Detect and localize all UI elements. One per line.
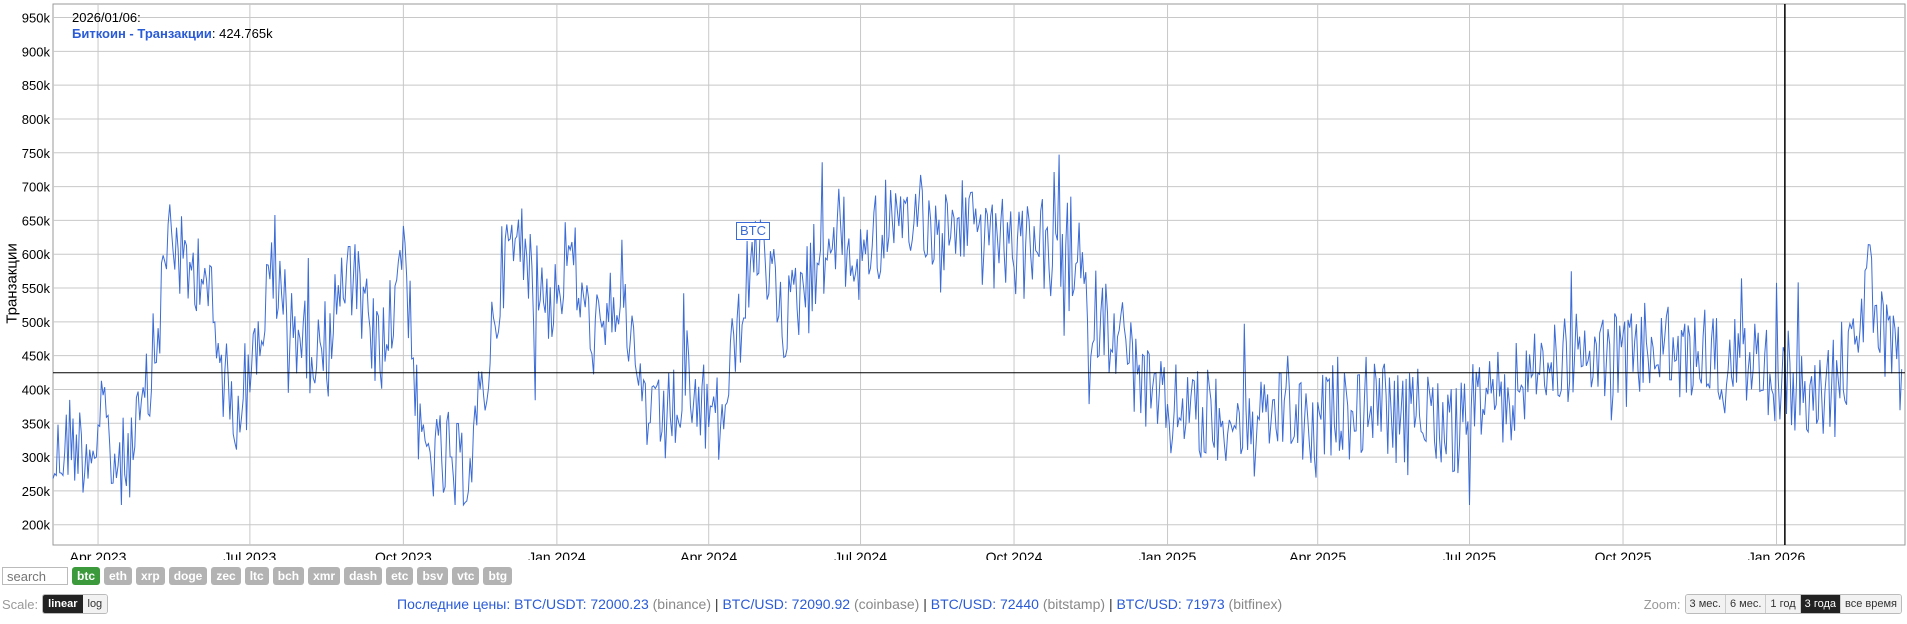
y-tick-label: 450k	[22, 349, 51, 364]
x-tick-label: Jan 2024	[528, 549, 586, 560]
y-tick-label: 250k	[22, 484, 51, 499]
btc-marker[interactable]: BTC	[736, 222, 770, 240]
y-tick-label: 850k	[22, 78, 51, 93]
y-tick-label: 600k	[22, 247, 51, 262]
series-line	[52, 154, 1903, 507]
y-tick-label: 700k	[22, 180, 51, 195]
price-binance-pair[interactable]: BTC/USDT: 72000.23	[514, 596, 649, 612]
scale-log-button[interactable]: log	[82, 595, 108, 613]
coin-bar: btcethxrpdogezecltcbchxmrdashetcbsvvtcbt…	[2, 567, 513, 585]
coin-button-zec[interactable]: zec	[211, 567, 241, 585]
zoom-button-3[interactable]: 3 года	[1799, 595, 1840, 613]
coin-button-xmr[interactable]: xmr	[308, 567, 341, 585]
chart[interactable]: 200k 250k 300k 350k 400k 450k 500k 550k 600k 650k…	[0, 0, 1907, 560]
price-coinbase-pair[interactable]: BTC/USD: 72090.92	[722, 596, 851, 612]
coin-button-ltc[interactable]: ltc	[244, 567, 269, 585]
plot-border	[52, 3, 1906, 546]
x-tick-label: Jan 2026	[1748, 549, 1806, 560]
price-bitfinex-pair[interactable]: BTC/USD: 71973	[1116, 596, 1225, 612]
scale-buttons: linear log	[42, 594, 109, 614]
x-tick-label: Jul 2025	[1443, 549, 1496, 560]
coin-button-bch[interactable]: bch	[272, 567, 305, 585]
price-bitstamp-pair[interactable]: BTC/USD: 72440	[930, 596, 1039, 612]
tooltip-value: 424.765k	[219, 26, 273, 41]
x-tick-label: Jan 2025	[1139, 549, 1197, 560]
y-tick-label: 350k	[22, 416, 51, 431]
price-bitfinex-exchange: (bitfinex)	[1228, 596, 1283, 612]
x-tick-label: Apr 2024	[680, 549, 737, 560]
scale-control: Scale: linear log	[2, 594, 109, 614]
grid	[52, 3, 1906, 546]
y-axis: 200k 250k 300k 350k 400k 450k 500k 550k 600k 650k…	[22, 11, 51, 533]
y-axis-label: Транзакции	[3, 243, 21, 324]
zoom-buttons: 3 мес. 6 мес. 1 год 3 года все время	[1684, 594, 1902, 614]
y-tick-label: 300k	[22, 450, 51, 465]
y-tick-label: 200k	[22, 518, 51, 533]
scale-linear-button[interactable]: linear	[43, 595, 83, 613]
coin-button-doge[interactable]: doge	[168, 567, 208, 585]
prices-prefix: Последние цены:	[397, 596, 511, 612]
x-tick-label: Oct 2024	[986, 549, 1043, 560]
coin-list: btc eth xrp doge zec ltc bch xmr dash etc bsv vtc bt…	[72, 567, 513, 585]
search-input[interactable]	[2, 567, 68, 585]
zoom-button-1[interactable]: 6 мес.	[1724, 595, 1766, 613]
price-bitstamp-exchange: (bitstamp)	[1042, 596, 1106, 612]
y-tick-label: 750k	[22, 146, 51, 161]
y-tick-label: 500k	[22, 315, 51, 330]
tooltip: 2026/01/06: Биткоин - Транзакции: 424.76…	[72, 10, 273, 41]
scale-label: Scale:	[2, 596, 39, 612]
coin-button-dash[interactable]: dash	[344, 567, 383, 585]
coin-button-eth[interactable]: eth	[104, 567, 132, 585]
x-tick-label: Apr 2023	[70, 549, 127, 560]
x-tick-label: Jul 2023	[223, 549, 276, 560]
zoom-button-2[interactable]: 1 год	[1765, 595, 1800, 613]
tooltip-date: 2026/01/06:	[72, 10, 141, 25]
x-tick-label: Oct 2023	[375, 549, 432, 560]
y-tick-label: 650k	[22, 213, 51, 228]
latest-prices: Последние цены: BTC/USDT: 72000.23 (bina…	[397, 596, 1283, 612]
price-coinbase-exchange: (coinbase)	[853, 596, 920, 612]
y-tick-label: 800k	[22, 112, 51, 127]
series	[52, 154, 1903, 507]
coin-button-etc[interactable]: etc	[386, 567, 414, 585]
coin-button-vtc[interactable]: vtc	[452, 567, 480, 585]
coin-button-bsv[interactable]: bsv	[417, 567, 449, 585]
y-tick-label: 950k	[22, 11, 51, 26]
y-tick-label: 400k	[22, 382, 51, 397]
zoom-button-0[interactable]: 3 мес.	[1685, 595, 1725, 613]
price-binance-exchange: (binance)	[652, 596, 712, 612]
coin-button-btg[interactable]: btg	[483, 567, 513, 585]
zoom-control: Zoom: 3 мес. 6 мес. 1 год 3 года все время	[1644, 594, 1902, 614]
x-tick-label: Apr 2025	[1289, 549, 1346, 560]
crosshair	[53, 4, 1905, 545]
zoom-button-4[interactable]: все время	[1840, 595, 1901, 613]
y-tick-label: 550k	[22, 281, 51, 296]
zoom-label: Zoom:	[1643, 596, 1681, 612]
x-axis: Apr 2023 Jul 2023 Oct 2023 Jan 2024 Apr 2024…	[70, 549, 1806, 560]
x-tick-label: Oct 2025	[1595, 549, 1652, 560]
tooltip-series: Биткоин - Транзакции	[72, 26, 212, 41]
coin-button-btc[interactable]: btc	[72, 567, 100, 585]
y-tick-label: 900k	[22, 44, 51, 59]
coin-button-xrp[interactable]: xrp	[136, 567, 165, 585]
x-tick-label: Jul 2024	[834, 549, 887, 560]
